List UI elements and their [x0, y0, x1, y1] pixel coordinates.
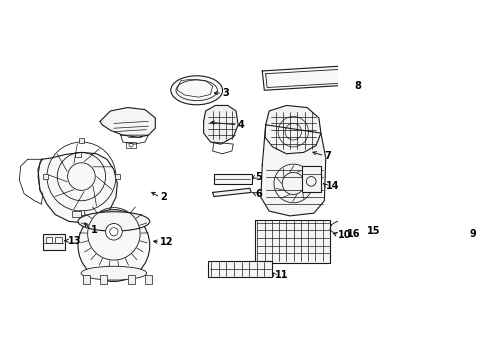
Polygon shape	[261, 125, 326, 216]
Bar	[55, 237, 62, 243]
Polygon shape	[330, 221, 343, 233]
Text: 8: 8	[355, 81, 362, 91]
Polygon shape	[100, 108, 155, 137]
Bar	[208, 261, 272, 276]
Text: 7: 7	[324, 151, 331, 161]
Bar	[128, 275, 135, 284]
Circle shape	[78, 210, 150, 282]
Circle shape	[105, 224, 122, 240]
Text: 10: 10	[338, 230, 352, 240]
Polygon shape	[343, 220, 360, 235]
Ellipse shape	[78, 212, 150, 231]
Text: 1: 1	[91, 225, 98, 235]
Polygon shape	[454, 225, 469, 239]
Polygon shape	[438, 227, 454, 240]
Text: 13: 13	[68, 236, 81, 246]
Bar	[126, 142, 136, 148]
Bar	[115, 174, 120, 179]
Bar	[302, 166, 321, 193]
Text: 11: 11	[275, 270, 288, 280]
Bar	[79, 138, 84, 143]
Text: 4: 4	[238, 120, 244, 130]
Bar	[83, 275, 90, 284]
Bar	[100, 275, 107, 284]
Text: 3: 3	[222, 88, 229, 98]
Bar	[43, 234, 65, 251]
Text: 12: 12	[160, 237, 173, 247]
Polygon shape	[204, 105, 238, 144]
Bar	[214, 175, 252, 184]
Text: 6: 6	[255, 189, 262, 199]
Text: 5: 5	[255, 172, 262, 181]
Bar	[145, 275, 152, 284]
Polygon shape	[262, 66, 353, 90]
Text: 15: 15	[367, 226, 381, 236]
Bar	[43, 174, 49, 179]
Bar	[73, 211, 81, 217]
Text: 9: 9	[469, 229, 476, 239]
Bar	[255, 220, 330, 263]
Ellipse shape	[171, 76, 222, 105]
Polygon shape	[38, 152, 117, 223]
Bar	[74, 152, 81, 157]
Bar	[79, 210, 84, 215]
Text: 16: 16	[346, 229, 360, 239]
Ellipse shape	[81, 266, 147, 280]
Text: 2: 2	[160, 192, 167, 202]
Bar	[46, 237, 52, 243]
Polygon shape	[213, 188, 251, 197]
Polygon shape	[265, 105, 321, 154]
Text: 14: 14	[326, 180, 339, 190]
